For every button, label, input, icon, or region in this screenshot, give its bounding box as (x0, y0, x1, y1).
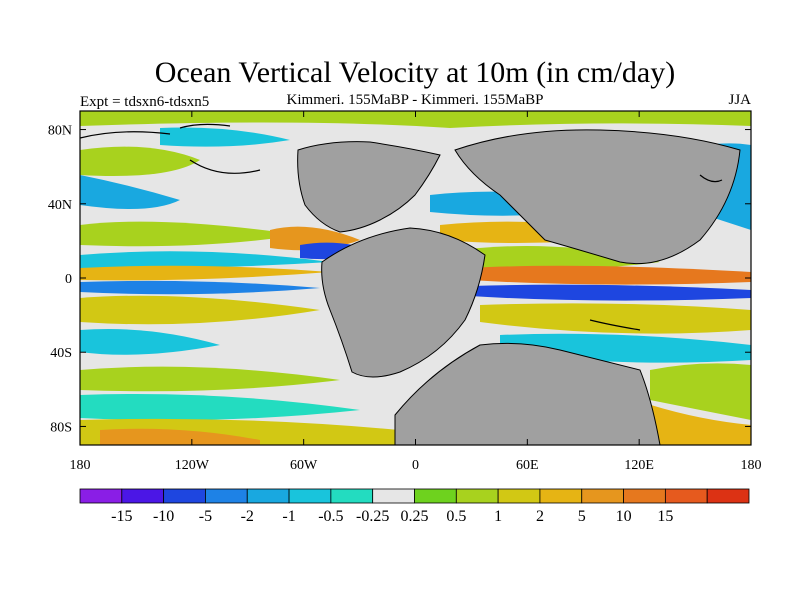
colorbar-label: -2 (241, 508, 254, 525)
latitude-axis: 80N 40N 0 40S 80S (48, 124, 751, 435)
colorbar-label: -0.5 (318, 508, 343, 525)
south-america-africa-landmass (321, 227, 486, 378)
colorbar-swatch (623, 488, 666, 504)
y-tick-label: 40S (50, 346, 72, 361)
colorbar-swatch (706, 488, 750, 504)
velocity-field (80, 111, 751, 445)
y-tick-label: 80N (48, 124, 72, 139)
experiment-label: Expt = tdsxn6-tdsxn5 (80, 94, 209, 110)
colorbar-swatch (121, 488, 165, 504)
x-tick-label: 120E (624, 458, 654, 473)
colorbar-label: -15 (111, 508, 132, 525)
x-tick-label: 60E (516, 458, 539, 473)
x-tick-label: 0 (412, 458, 419, 473)
colorbar-swatch (205, 488, 248, 504)
colorbar-label: 0.5 (446, 508, 466, 525)
colorbar-label: 5 (578, 508, 586, 525)
colorbar-swatch (330, 488, 374, 504)
colorbar-label: 0.25 (401, 508, 429, 525)
paleo-coastlines (80, 123, 723, 331)
season-label: JJA (728, 92, 751, 108)
continents (297, 129, 741, 445)
x-tick-label: 180 (741, 458, 762, 473)
colorbar-swatch (497, 488, 541, 504)
period-label: Kimmeri. 155MaBP - Kimmeri. 155MaBP (287, 92, 544, 108)
colorbar-label: -5 (199, 508, 212, 525)
colorbar-label: 1 (494, 508, 502, 525)
eurasia-landmass (454, 129, 741, 265)
colorbar-swatch (581, 488, 624, 504)
x-tick-label: 60W (290, 458, 318, 473)
colorbar-swatch (455, 488, 499, 504)
antarctica-australia-landmass (394, 342, 661, 445)
x-tick-label: 120W (175, 458, 210, 473)
colorbar-swatch (163, 488, 206, 504)
y-tick-label: 0 (65, 272, 72, 287)
colorbar-swatch (288, 488, 332, 504)
y-tick-label: 40N (48, 198, 72, 213)
colorbar-swatch (246, 488, 290, 504)
north-america-landmass (297, 141, 441, 233)
colorbar-swatch (414, 488, 457, 504)
colorbar-label: 2 (536, 508, 544, 525)
y-tick-label: 80S (50, 420, 72, 435)
colorbar-swatch (372, 488, 415, 504)
map-title: Ocean Vertical Velocity at 10m (in cm/da… (155, 56, 675, 89)
colorbar: -15 -10 -5 -2 -1 -0.5 -0.25 0.25 0.5 1 2 5 10 15 (79, 488, 750, 525)
colorbar-label: 15 (657, 508, 673, 525)
colorbar-swatch (664, 488, 708, 504)
longitude-axis: 180 120W 60W 0 60E 120E 180 (70, 111, 762, 473)
x-tick-label: 180 (70, 458, 91, 473)
colorbar-label: -0.25 (356, 508, 389, 525)
colorbar-label: -1 (282, 508, 295, 525)
map-panel (80, 111, 751, 445)
colorbar-label: -10 (153, 508, 174, 525)
colorbar-swatch (79, 488, 123, 504)
colorbar-swatch (539, 488, 583, 504)
colorbar-label: 10 (616, 508, 632, 525)
